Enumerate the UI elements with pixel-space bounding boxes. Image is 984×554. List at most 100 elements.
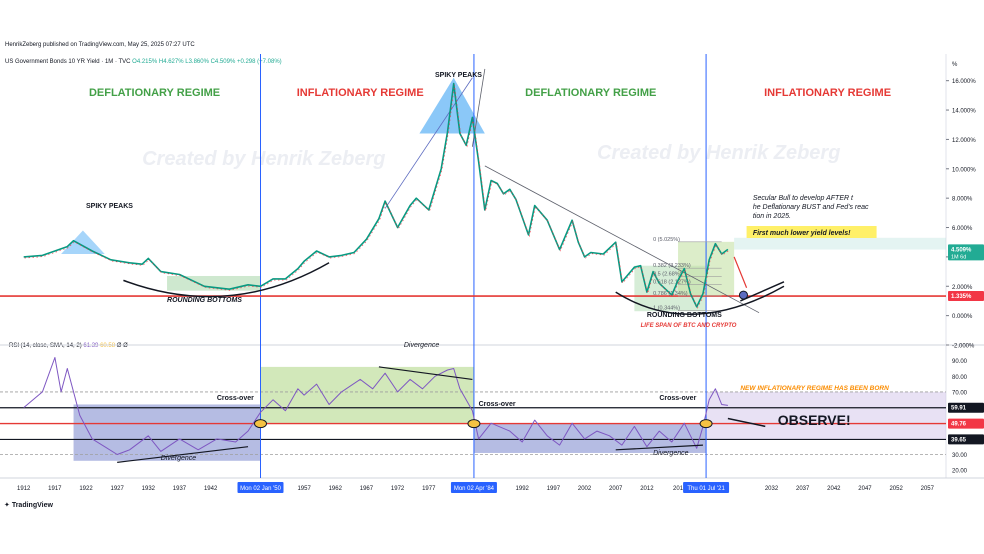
time-axis-tick-label: 1922 [79,486,93,492]
crossover-label-2: Cross-over [479,401,516,408]
time-axis-tick-label: 2012 [640,486,654,492]
time-axis-date-badge [237,482,284,493]
crossover-label-3: Cross-over [659,395,696,402]
spiky-peak-triangle-left [61,230,105,254]
branding-text: TradingView [11,502,53,509]
new-regime-label: NEW INFLATIONARY REGIME HAS BEEN BORN [740,385,889,392]
tradingview-branding[interactable]: ✦ TradingView [4,501,53,509]
fib-level-label: 0 (5.025%) [653,237,680,243]
target-circle [738,290,748,300]
rsi-sma-value: 60.58 [100,343,116,349]
divergence-line-2 [378,366,473,381]
rsi-badge [948,402,984,413]
divergence-label-2: Divergence [404,342,440,349]
ohlc-low: L3.860% [185,59,209,65]
time-axis-date-badge [450,482,497,493]
ohlc-high: H4.627% [158,59,184,65]
time-axis-tick-label: 1937 [173,486,187,492]
secular-bull-line-1: Secular Bull to develop AFTER t [753,195,854,202]
fib-level-label: 0.618 (2.127%) [653,279,691,285]
price-badge-countdown: 1M 6d [951,254,966,260]
time-axis-tick-label: 1962 [329,486,343,492]
rsi-inflation-band [706,391,946,440]
regime-label: INFLATIONARY REGIME [764,87,891,99]
projection-arrow [740,281,785,302]
secular-bull-line-2: he Deflationary BUST and Fed's reac [753,204,869,211]
fib-level-label: 0.5 (2.68%) [653,271,682,277]
tradingview-logo-icon: ✦ [4,502,12,509]
time-axis-tick-label: 2057 [921,486,935,492]
price-axis-tick-label: 6.000% [952,226,973,232]
rsi-axis-tick-label: 70.00 [952,390,968,396]
time-axis-tick-label: 2032 [765,486,779,492]
divergence-line-1 [117,446,249,463]
symbol-name[interactable]: US Government Bonds 10 YR Yield · 1M · T… [5,59,131,65]
downtrend-line [484,165,760,314]
price-axis-tick-label: 14.000% [952,109,976,115]
price-axis-tick-label: 8.000% [952,197,973,203]
time-axis-tick-label: 1992 [516,486,530,492]
time-axis-tick-label: 1997 [547,486,561,492]
time-axis-tick-label: 2047 [858,486,872,492]
rsi-badge [948,418,984,429]
time-axis-tick-label: 2007 [609,486,623,492]
rsi-axis-tick-label: 90.00 [952,359,968,365]
time-axis-tick-label: 1957 [297,486,311,492]
time-axis-tick-label: 1967 [360,486,374,492]
price-badge-label: 4.509% [951,247,972,253]
time-axis-tick-label: 2002 [578,486,592,492]
time-axis-date-label: Mon 02 Jan '50 [240,486,282,492]
yield-series-line [23,82,729,308]
crossover-marker [254,419,268,429]
rsi-label[interactable]: RSI (14, close, SMA, 14, 2) [9,343,82,349]
rsi-legend: RSI (14, close, SMA, 14, 2) 61.39 60.58 … [9,343,128,349]
rounding-bottoms-label-left: ROUNDING BOTTOMS [167,297,242,304]
rsi-axis-tick-label: 20.00 [952,469,968,475]
time-axis-tick-label: 1912 [17,486,31,492]
spiky-peak-triangle-top [419,77,485,134]
spiky-peaks-label-left: SPIKY PEAKS [86,203,133,210]
time-axis-date-label: Thu 01 Jul '21 [687,486,725,492]
time-axis-tick-label: 1932 [142,486,156,492]
price-axis-tick-label: 0.000% [952,314,973,320]
rsi-extra: Ø Ø [116,343,128,349]
publisher-line: HenrikZeberg published on TradingView.co… [5,42,195,48]
crossover-label-1: Cross-over [217,395,254,402]
percent-axis-unit: % [952,62,958,68]
spiky-peaks-label-top: SPIKY PEAKS [435,72,482,79]
projection-zone [734,237,946,250]
rsi-deflation-box-2 [473,423,707,453]
lower-yield-label: First much lower yield levels! [753,230,851,237]
watermark-right: Created by Henrik Zeberg [597,142,840,164]
time-axis-tick-label: 2037 [796,486,810,492]
rsi-axis-tick-label: 80.00 [952,375,968,381]
time-axis-tick-label: 1977 [422,486,436,492]
price-axis-tick-label: 12.000% [952,138,976,144]
lower-yield-highlight [746,226,877,238]
rsi-badge-label: 39.65 [951,437,967,443]
time-axis-tick-label: 1927 [110,486,124,492]
time-axis-tick-label: 2052 [889,486,903,492]
time-axis-tick-label: 1917 [48,486,62,492]
time-axis-tick-label: 2042 [827,486,841,492]
crossover-marker [467,419,481,429]
fib-level-label: 1 (0.344%) [653,306,680,312]
price-axis-tick-label: 10.000% [952,167,976,173]
regime-label: INFLATIONARY REGIME [297,87,424,99]
yield-series-down-candles [24,84,729,309]
time-axis-date-label: Mon 02 Apr '84 [454,486,495,492]
ohlc-open: O4.215% [132,59,158,65]
rsi-series-line [23,357,728,455]
rsi-badge [948,434,984,445]
time-axis-tick-label: 1972 [391,486,405,492]
price-axis-tick-label: -2.000% [952,344,975,350]
rounding-bottoms-label-right: ROUNDING BOTTOMS [647,312,722,319]
divergence-label-3: Divergence [653,450,689,457]
crossover-marker [699,419,713,429]
ohlc-close: C4.509% [210,59,236,65]
rsi-badge-label: 59.91 [951,406,967,412]
ohlc-change: +0.298 (+7.08%) [236,59,282,65]
price-badge-label: 1.335% [951,294,972,300]
rounding-bottom-arc-right [615,285,785,315]
